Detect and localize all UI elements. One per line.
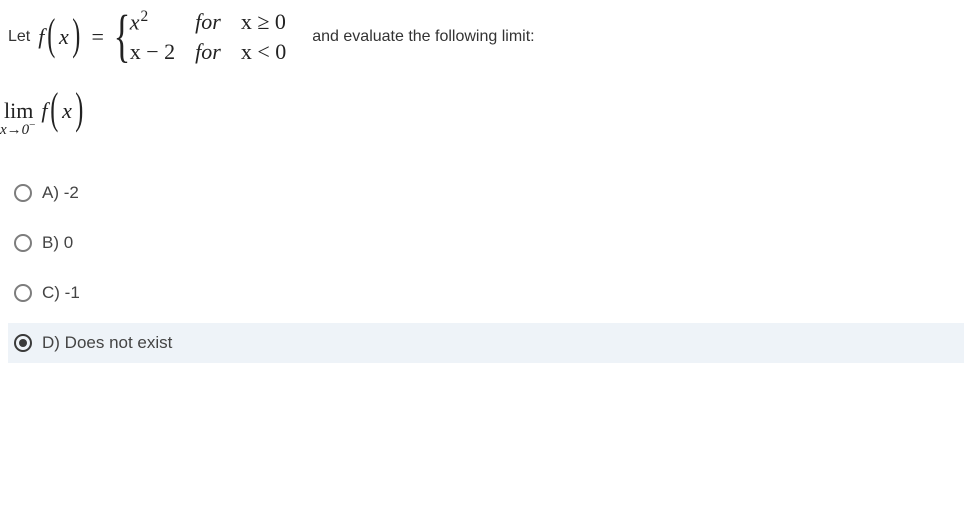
case1-cond: x ≥ 0 [241,9,286,35]
rparen-icon: ) [75,91,83,126]
option-a[interactable]: A) -2 [8,173,964,213]
radio-icon [14,234,32,252]
radio-icon [14,334,32,352]
func-letter: f [38,24,44,50]
case1-for: for [195,9,221,35]
option-label: B) 0 [42,233,73,253]
case2-cond: x < 0 [241,39,286,65]
option-label: A) -2 [42,183,79,203]
case1-expr: x2 [130,8,175,35]
rparen-icon: ) [72,17,80,52]
radio-icon [14,184,32,202]
options-list: A) -2 B) 0 C) -1 D) Does not exist [8,173,964,363]
equals-sign: = [91,24,103,50]
lim-func-letter: f [41,98,47,124]
option-label: C) -1 [42,283,80,303]
lim-func-arg: x [62,98,72,124]
case2-expr: x − 2 [130,39,175,65]
option-c[interactable]: C) -1 [8,273,964,313]
question-prefix: Let [8,28,30,46]
function-definition: f ( x ) = { x2 for x ≥ 0 x − 2 for x < 0 [38,8,286,65]
question-suffix: and evaluate the following limit: [312,28,534,46]
limit-expression: lim f ( x ) x→0− [4,93,87,128]
option-label: D) Does not exist [42,333,172,353]
case2-for: for [195,39,221,65]
piecewise-cases: x2 for x ≥ 0 x − 2 for x < 0 [130,8,287,65]
radio-icon [14,284,32,302]
lim-subscript: x→0− [0,119,36,139]
question-row: Let f ( x ) = { x2 for x ≥ 0 x − 2 for x… [8,8,964,65]
lparen-icon: ( [48,17,56,52]
option-d[interactable]: D) Does not exist [8,323,964,363]
brace-icon: { [113,16,130,57]
option-b[interactable]: B) 0 [8,223,964,263]
lparen-icon: ( [51,91,59,126]
func-arg: x [59,24,69,50]
